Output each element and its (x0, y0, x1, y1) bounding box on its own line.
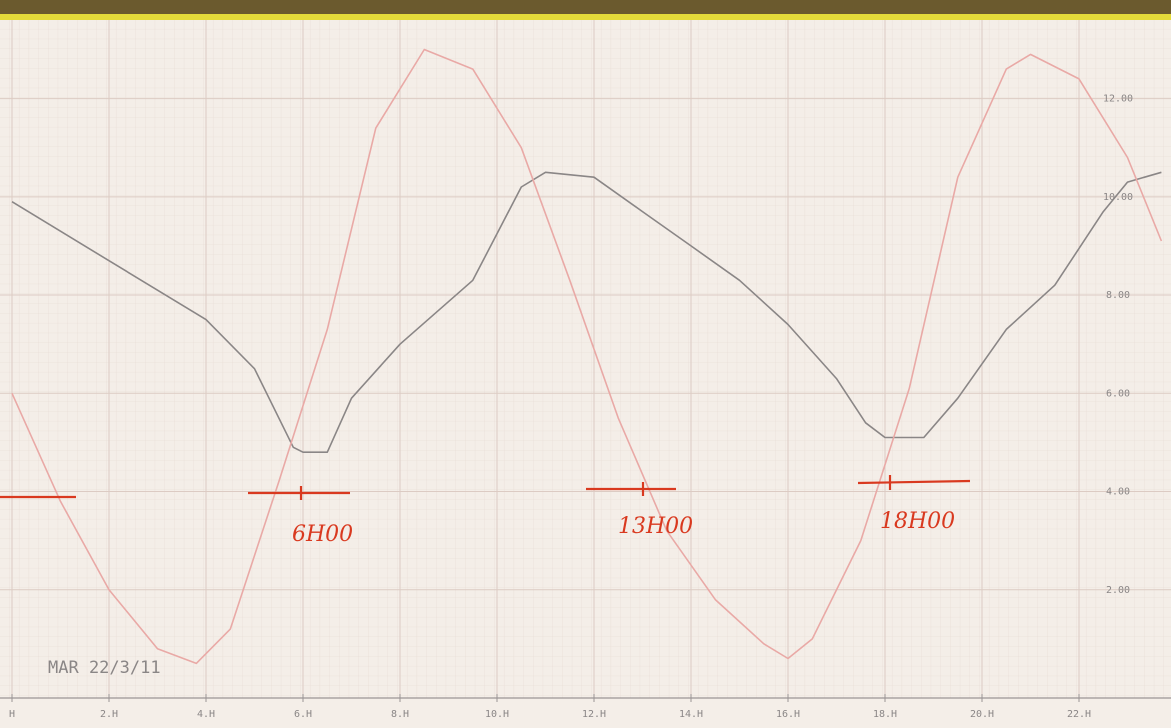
y-tick-label: 6.00 (1106, 388, 1130, 399)
paper-grid (0, 20, 1171, 698)
annotation: 13H00 (618, 514, 693, 539)
x-tick-label: 8.H (391, 709, 409, 720)
x-tick-label: 20.H (970, 709, 994, 720)
date-annotation: MAR 22/3/11 (48, 658, 161, 678)
annotation: 18H00 (880, 509, 955, 534)
x-tick-label: 16.H (776, 709, 800, 720)
chart: 2.004.006.008.0010.0012.00H2.H4.H6.H8.H1… (0, 0, 1171, 728)
x-tick-label: 6.H (294, 709, 312, 720)
x-tick-label: H (9, 709, 15, 720)
x-tick-label: 12.H (582, 709, 606, 720)
top-strip-edge (0, 14, 1171, 20)
x-tick-label: 22.H (1067, 709, 1091, 720)
annotation: 6H00 (292, 522, 353, 547)
y-tick-label: 2.00 (1106, 585, 1130, 596)
x-tick-label: 2.H (100, 709, 118, 720)
x-tick-label: 14.H (679, 709, 703, 720)
y-tick-label: 4.00 (1106, 487, 1130, 498)
x-tick-label: 10.H (485, 709, 509, 720)
y-tick-label: 12.00 (1103, 94, 1133, 105)
top-strip (0, 0, 1171, 16)
x-tick-label: 18.H (873, 709, 897, 720)
y-tick-label: 8.00 (1106, 290, 1130, 301)
x-tick-label: 4.H (197, 709, 215, 720)
page: 2.004.006.008.0010.0012.00H2.H4.H6.H8.H1… (0, 0, 1171, 728)
